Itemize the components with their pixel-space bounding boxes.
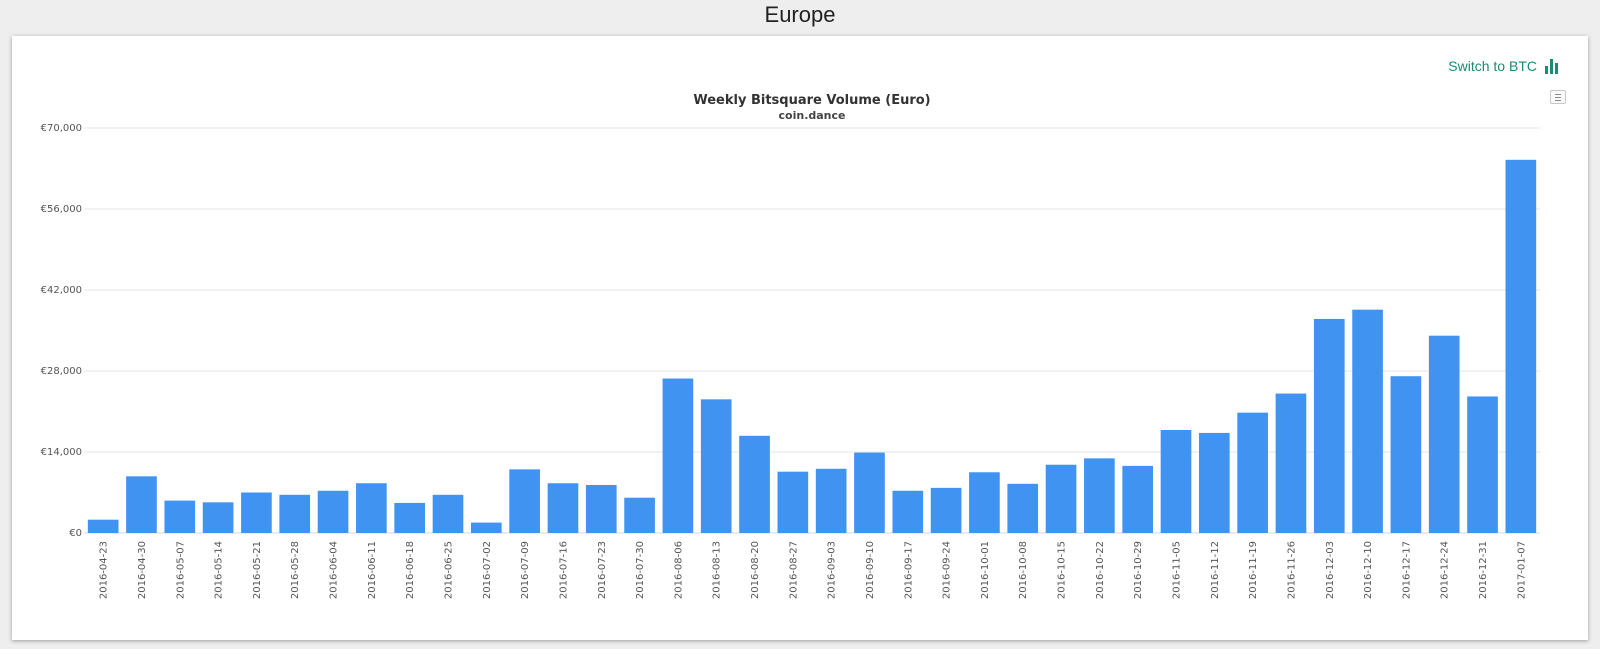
bar	[1160, 430, 1192, 533]
bar	[126, 476, 157, 533]
x-tick-label: 2016-11-26	[1286, 541, 1297, 599]
bar	[1122, 465, 1154, 533]
x-tick-label: 2016-12-17	[1401, 541, 1412, 599]
x-tick-label: 2016-07-30	[635, 541, 646, 599]
bar	[624, 497, 655, 533]
bar	[854, 452, 885, 533]
x-tick-label: 2016-12-24	[1440, 541, 1451, 599]
bar	[356, 483, 387, 533]
chart-menu-button[interactable]	[1550, 90, 1566, 104]
x-tick-label: 2016-08-20	[750, 541, 761, 599]
x-tick-label: 2016-07-23	[597, 541, 608, 599]
x-tick-label: 2016-05-28	[290, 541, 301, 599]
x-tick-label: 2016-06-11	[367, 541, 378, 599]
y-tick-label: €42,000	[41, 285, 82, 296]
page-title: Europe	[764, 2, 836, 27]
y-tick-label: €0	[69, 528, 82, 539]
y-tick-label: €70,000	[41, 123, 82, 134]
bar	[739, 435, 770, 533]
x-tick-label: 2016-04-23	[99, 541, 110, 599]
bar	[1428, 335, 1460, 533]
x-tick-label: 2016-10-29	[1133, 541, 1144, 599]
bar	[164, 500, 196, 533]
bar	[317, 490, 349, 533]
bar	[585, 484, 617, 533]
chart-subtitle: coin.dance	[779, 109, 846, 122]
x-tick-label: 2016-06-04	[329, 541, 340, 599]
bar	[815, 468, 847, 533]
x-tick-label: 2017-01-07	[1516, 541, 1527, 599]
x-tick-label: 2016-10-22	[1095, 541, 1106, 599]
x-tick-label: 2016-11-05	[1172, 541, 1183, 599]
switch-to-btc-button[interactable]: Switch to BTC	[1448, 58, 1558, 74]
x-tick-label: 2016-06-25	[444, 541, 455, 599]
bar-chart-icon	[1545, 58, 1558, 74]
x-tick-label: 2016-09-03	[827, 541, 838, 599]
x-tick-label: 2016-05-14	[214, 541, 225, 599]
bar	[1045, 464, 1077, 533]
x-tick-label: 2016-09-24	[942, 541, 953, 599]
y-tick-label: €14,000	[41, 447, 82, 458]
x-tick-label: 2016-11-19	[1248, 541, 1259, 599]
x-tick-label: 2016-10-08	[1018, 541, 1029, 599]
x-tick-label: 2016-09-10	[865, 541, 876, 599]
bar	[662, 378, 694, 533]
bar	[1275, 393, 1307, 533]
bar	[930, 487, 962, 533]
x-tick-label: 2016-12-03	[1325, 541, 1336, 599]
x-tick-label: 2016-04-30	[137, 541, 148, 599]
y-tick-label: €56,000	[41, 204, 82, 215]
bar	[969, 472, 1000, 533]
x-tick-label: 2016-12-10	[1363, 541, 1374, 599]
chart-card: Weekly Bitsquare Volume (Euro) coin.dance…	[12, 36, 1588, 640]
bar	[1505, 159, 1537, 534]
x-tick-label: 2016-05-07	[175, 541, 186, 599]
bar	[1390, 376, 1422, 533]
bar	[432, 494, 464, 533]
y-tick-label: €28,000	[41, 366, 82, 377]
bar	[394, 502, 426, 533]
x-tick-label: 2016-05-21	[252, 541, 263, 599]
x-tick-label: 2016-11-12	[1210, 541, 1221, 599]
x-tick-label: 2016-07-16	[558, 541, 569, 599]
bar	[1237, 412, 1268, 533]
bar	[547, 483, 579, 533]
x-tick-label: 2016-10-01	[980, 541, 991, 599]
bar	[470, 522, 502, 533]
bar	[1084, 458, 1115, 533]
bar	[1198, 432, 1230, 533]
bar	[279, 494, 311, 533]
bar	[1313, 318, 1345, 533]
x-tick-label: 2016-08-06	[673, 541, 684, 599]
bar	[509, 469, 540, 533]
x-tick-label: 2016-09-17	[903, 541, 914, 599]
bar	[777, 471, 809, 533]
bar	[202, 502, 234, 533]
x-tick-label: 2016-08-27	[788, 541, 799, 599]
chart-title: Weekly Bitsquare Volume (Euro)	[693, 93, 930, 108]
bar	[241, 492, 272, 533]
bar	[700, 399, 732, 533]
bar	[1352, 309, 1383, 533]
x-tick-label: 2016-08-13	[712, 541, 723, 599]
x-tick-label: 2016-10-15	[1057, 541, 1068, 599]
bar	[892, 490, 924, 533]
x-tick-label: 2016-06-18	[405, 541, 416, 599]
bar	[1467, 396, 1498, 533]
x-tick-label: 2016-07-09	[520, 541, 531, 599]
bar-chart: Weekly Bitsquare Volume (Euro)coin.dance…	[41, 93, 1540, 599]
x-tick-label: 2016-07-02	[482, 541, 493, 599]
switch-to-btc-label: Switch to BTC	[1448, 58, 1537, 74]
x-tick-label: 2016-12-31	[1478, 541, 1489, 599]
bar	[87, 519, 119, 533]
bar	[1007, 483, 1039, 533]
